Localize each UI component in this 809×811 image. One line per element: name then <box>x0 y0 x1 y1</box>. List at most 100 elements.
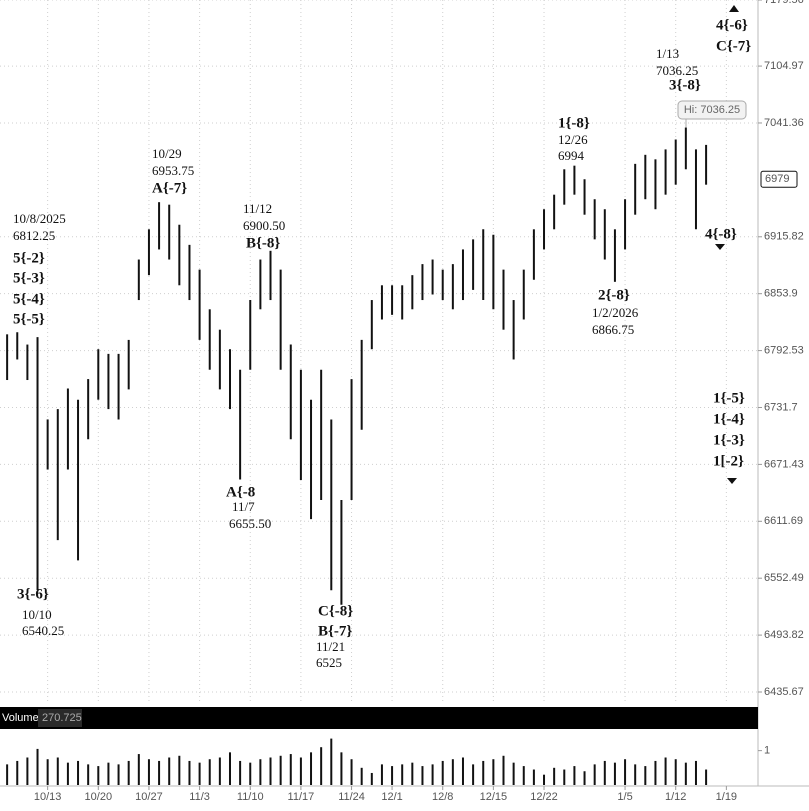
annotation: 1/2/2026 <box>592 305 639 320</box>
volume-bar <box>36 748 39 785</box>
volume-bar <box>168 757 171 785</box>
x-tick-label: 10/13 <box>34 791 62 803</box>
last-price: 6979 <box>765 173 789 185</box>
y-tick-label: 6435.67 <box>764 686 804 698</box>
annotation: 11/21 <box>316 639 345 654</box>
volume-bar <box>421 766 424 785</box>
annotation: 10/8/2025 <box>13 211 66 226</box>
annotation: A{-8 <box>226 484 255 500</box>
volume-bar <box>107 762 110 785</box>
annotation: 12/26 <box>558 132 588 147</box>
volume-bar <box>522 766 525 785</box>
volume-bar <box>239 760 242 785</box>
x-tick-label: 1/5 <box>617 791 632 803</box>
volume-label: Volume <box>2 712 39 724</box>
annotation: 5{-5} <box>13 311 45 327</box>
volume-bar <box>593 764 596 785</box>
hi-label: Hi: 7036.25 <box>684 104 740 116</box>
x-tick-label: 12/15 <box>480 791 508 803</box>
volume-bar <box>644 766 647 785</box>
annotation: 6994 <box>558 148 585 163</box>
annotation: 7036.25 <box>656 63 698 78</box>
volume-bar <box>461 757 464 785</box>
y-tick-label: 6671.43 <box>764 458 804 470</box>
annotation: 6900.50 <box>243 218 285 233</box>
volume-bar <box>320 747 323 785</box>
volume-bar <box>259 759 262 785</box>
annotation: A{-7} <box>152 180 187 196</box>
volume-bar <box>694 760 697 785</box>
volume-bar <box>66 762 69 785</box>
volume-bar <box>279 755 282 785</box>
volume-bar <box>310 752 313 785</box>
volume-bar <box>16 760 19 785</box>
volume-bar <box>137 754 140 785</box>
annotation: 4{-6} <box>716 17 748 33</box>
y-tick-label: 6552.49 <box>764 572 804 584</box>
volume-bar <box>269 757 272 785</box>
volume-bar <box>350 759 353 785</box>
volume-bar <box>664 757 667 785</box>
annotation: 2{-8} <box>598 287 630 303</box>
annotation: 6953.75 <box>152 163 194 178</box>
volume-bar <box>299 757 302 785</box>
volume-bar <box>147 759 150 785</box>
volume-bar <box>613 762 616 785</box>
volume-header <box>0 707 758 729</box>
x-tick-label: 11/10 <box>237 791 264 803</box>
volume-bar <box>634 764 637 785</box>
annotation: 1/13 <box>656 46 679 61</box>
volume-bar <box>188 760 191 785</box>
arrow-down <box>727 478 737 484</box>
annotation: C{-8} <box>318 603 353 619</box>
volume-bar <box>401 764 404 785</box>
volume-bar <box>178 755 181 785</box>
y-tick-label: 7041.36 <box>764 117 804 129</box>
volume-bar <box>583 771 586 785</box>
volume-bar <box>97 766 100 785</box>
annotation: 6812.25 <box>13 228 55 243</box>
volume-value: 270.725 <box>42 712 82 724</box>
annotation: 6866.75 <box>592 322 634 337</box>
annotation: B{-7} <box>318 623 352 639</box>
y-tick-label: 7104.97 <box>764 60 804 72</box>
annotation: 3{-8} <box>669 77 701 93</box>
annotation: 1[-2} <box>713 453 744 469</box>
volume-bar <box>674 759 677 785</box>
volume-bar <box>603 760 606 785</box>
volume-bar <box>77 760 80 785</box>
volume-bar <box>512 762 515 785</box>
hi-bubble <box>677 100 747 120</box>
annotation: 6540.25 <box>22 623 64 638</box>
volume-bar <box>380 764 383 785</box>
arrow-up <box>729 5 739 12</box>
annotation: 11/12 <box>243 201 272 216</box>
volume-bar <box>684 762 687 785</box>
volume-bar <box>563 769 566 785</box>
volume-bar <box>56 757 59 785</box>
x-tick-label: 11/24 <box>338 791 365 803</box>
annotation: 3{-6} <box>17 586 49 602</box>
arrow-down <box>715 244 725 250</box>
annotation: 1{-8} <box>558 115 590 131</box>
volume-bar <box>543 774 546 785</box>
volume-bar <box>6 764 9 785</box>
last-price-box <box>760 170 798 188</box>
volume-bar <box>411 762 414 785</box>
annotation: 11/7 <box>232 499 255 514</box>
x-tick-label: 12/8 <box>432 791 453 803</box>
volume-bar <box>228 752 231 785</box>
x-tick-label: 11/3 <box>189 791 210 803</box>
x-tick-label: 1/12 <box>665 791 686 803</box>
annotation: 10/10 <box>22 607 52 622</box>
y-tick-label: 7179.56 <box>764 0 804 6</box>
volume-bar <box>532 769 535 785</box>
annotation: 10/29 <box>152 146 182 161</box>
annotation: C{-7} <box>716 38 751 54</box>
volume-bar <box>218 757 221 785</box>
x-tick-label: 12/22 <box>530 791 558 803</box>
volume-bar <box>431 764 434 785</box>
y-tick-label: 6611.69 <box>764 515 803 527</box>
